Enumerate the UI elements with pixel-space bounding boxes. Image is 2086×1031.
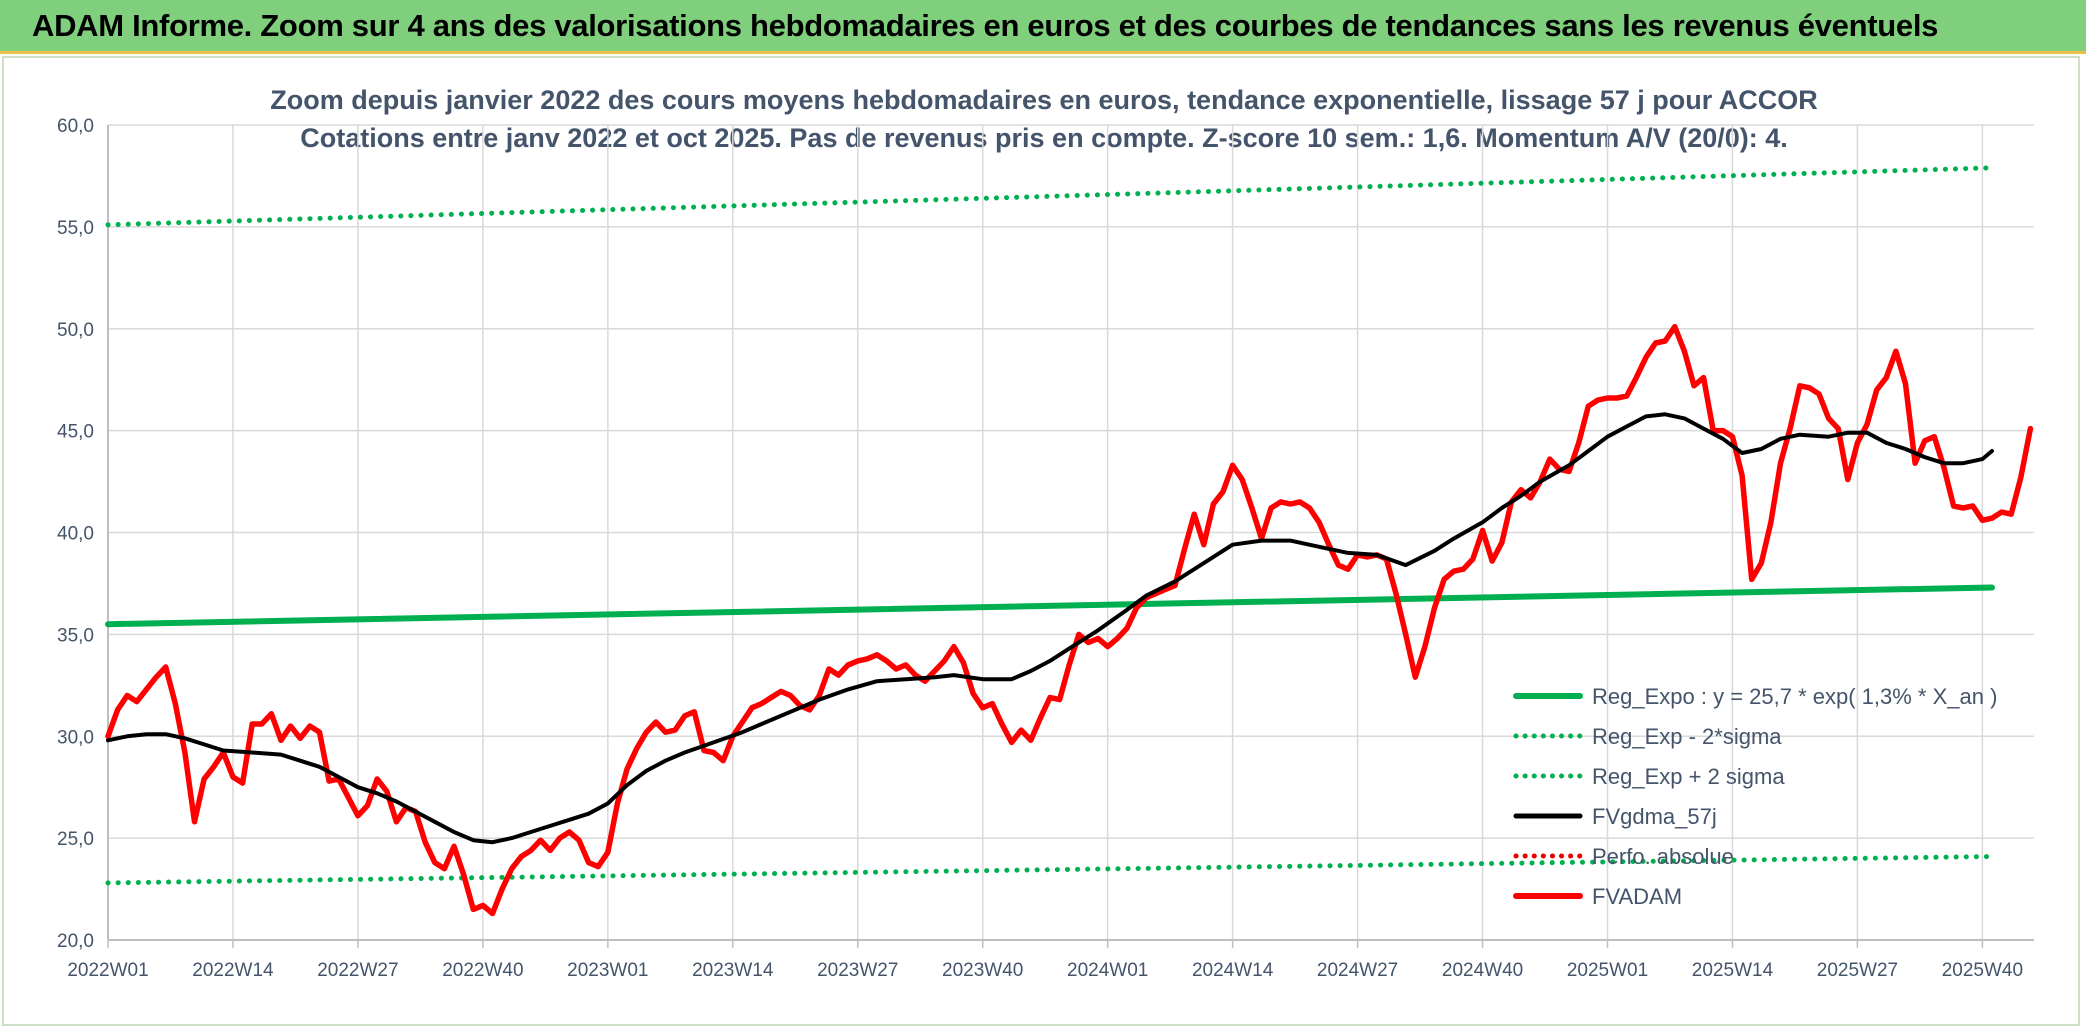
chart: Zoom depuis janvier 2022 des cours moyen… — [57, 85, 2034, 981]
series-line-fvgdma-57j — [106, 412, 1994, 845]
x-tick-label: 2023W14 — [692, 960, 774, 981]
x-tick-label: 2025W14 — [1692, 960, 1774, 981]
y-tick-label: 55,0 — [57, 218, 94, 239]
x-tick-label: 2022W40 — [442, 960, 523, 981]
y-tick-label: 35,0 — [57, 625, 94, 646]
legend-label: Reg_Exp - 2*sigma — [1592, 724, 1782, 749]
x-tick-label: 2022W27 — [317, 960, 398, 981]
series-layer — [105, 165, 2034, 917]
chart-title: Zoom depuis janvier 2022 des cours moyen… — [270, 85, 1817, 115]
x-tick-label: 2023W40 — [942, 960, 1023, 981]
chart-subtitle: Cotations entre janv 2022 et oct 2025. P… — [300, 123, 1788, 153]
legend: Reg_Expo : y = 25,7 * exp( 1,3% * X_an )… — [1513, 684, 1997, 909]
chart-frame: Zoom depuis janvier 2022 des cours moyen… — [2, 56, 2080, 1026]
x-tick-label: 2025W01 — [1567, 960, 1648, 981]
report-banner: ADAM Informe. Zoom sur 4 ans des valoris… — [0, 0, 2086, 54]
x-tick-label: 2024W01 — [1067, 960, 1148, 981]
x-tick-label: 2022W01 — [67, 960, 148, 981]
y-tick-label: 30,0 — [57, 727, 94, 748]
x-tick-label: 2024W14 — [1192, 960, 1274, 981]
series-line-reg-expo-y-25-7-exp-1-3-x-an — [105, 584, 1995, 628]
legend-label: Perfo. absolue — [1592, 844, 1734, 869]
x-tick-label: 2024W40 — [1442, 960, 1523, 981]
legend-label: Reg_Exp + 2 sigma — [1592, 764, 1785, 789]
series-line-reg-exp-2-sigma — [105, 854, 1995, 886]
series-line-fvadam — [105, 323, 2034, 917]
y-tick-label: 20,0 — [57, 931, 94, 952]
y-tick-label: 45,0 — [57, 422, 94, 443]
series-line-reg-exp-2-sigma — [105, 165, 1995, 228]
y-axis: 20,0 25,0 30,0 35,0 40,0 45,0 50,0 55,0 60,0 — [57, 116, 109, 952]
y-tick-label: 50,0 — [57, 320, 94, 341]
x-tick-label: 2025W27 — [1817, 960, 1898, 981]
legend-label: Reg_Expo : y = 25,7 * exp( 1,3% * X_an ) — [1592, 684, 1997, 709]
x-tick-label: 2025W40 — [1942, 960, 2023, 981]
legend-label: FVADAM — [1592, 884, 1682, 909]
y-tick-label: 40,0 — [57, 524, 94, 545]
y-tick-label: 60,0 — [57, 116, 94, 137]
x-tick-label: 2023W01 — [567, 960, 648, 981]
report-title: ADAM Informe. Zoom sur 4 ans des valoris… — [32, 8, 1939, 43]
x-tick-label: 2022W14 — [192, 960, 274, 981]
x-tick-label: 2024W27 — [1317, 960, 1398, 981]
x-axis: 2022W01 2022W14 2022W27 2022W40 2023W01 2023W… — [67, 939, 2034, 981]
x-tick-label: 2023W27 — [817, 960, 898, 981]
legend-label: FVgdma_57j — [1592, 804, 1717, 829]
y-tick-label: 25,0 — [57, 829, 94, 850]
